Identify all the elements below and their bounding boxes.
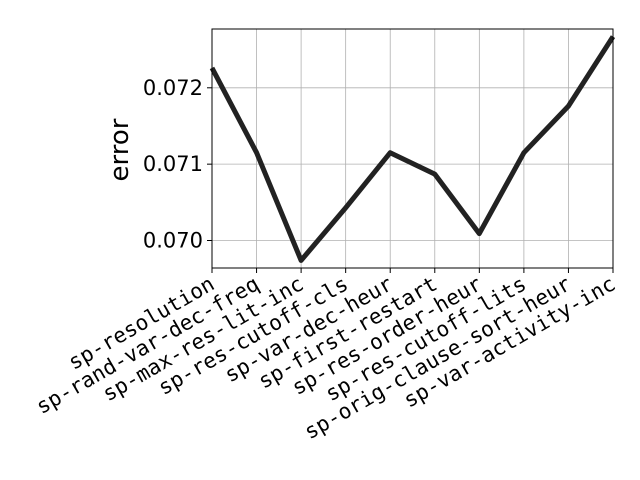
y-tick-label: 0.070 xyxy=(143,229,203,253)
y-tick-label: 0.071 xyxy=(143,152,203,176)
y-tick-label: 0.072 xyxy=(143,76,203,100)
plot-frame xyxy=(211,28,614,269)
y-axis-ticks: 0.070 0.071 0.072 xyxy=(143,76,212,253)
series-line xyxy=(209,35,616,263)
y-axis-label: error xyxy=(105,118,135,181)
